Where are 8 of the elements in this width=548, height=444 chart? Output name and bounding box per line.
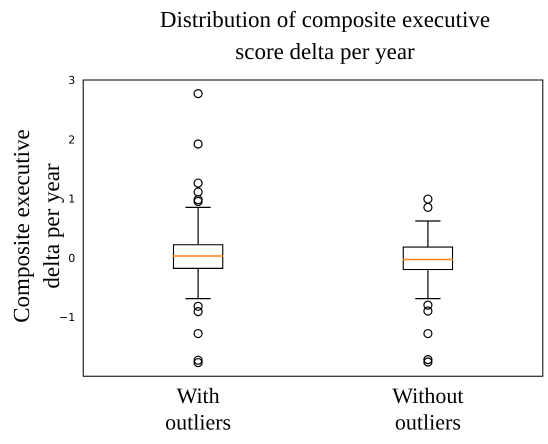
y-tick-label: 1 [68, 192, 76, 206]
y-tick-label: 2 [68, 133, 76, 146]
y-tick-label: 3 [68, 74, 76, 88]
chart-title: Distribution of composite executive score delta per year [158, 6, 492, 66]
y-tick-label: −1 [58, 311, 76, 324]
x-tick-label: Without outliers [392, 383, 464, 435]
x-tick-label: With outliers [165, 383, 232, 435]
y-tick-label: 0 [68, 252, 76, 265]
